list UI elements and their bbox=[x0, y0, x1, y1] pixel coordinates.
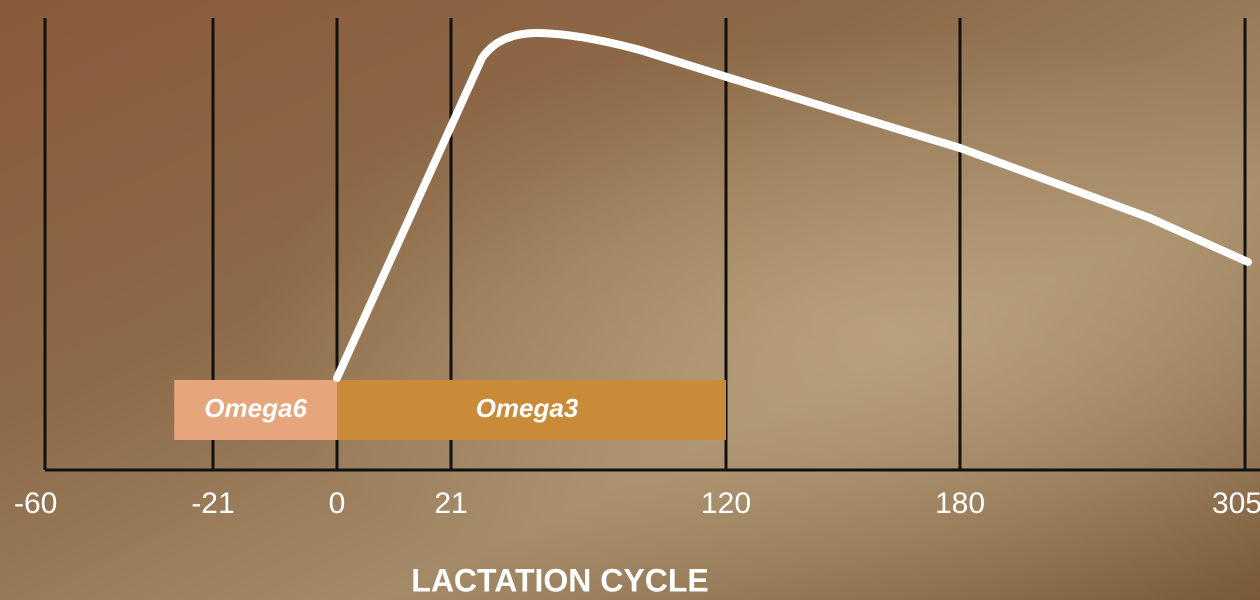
x-axis-title: LACTATION CYCLE bbox=[411, 562, 708, 598]
lactation-curve bbox=[333, 28, 1252, 382]
x-tick-label: 180 bbox=[935, 487, 985, 520]
x-tick-label: 305 bbox=[1212, 487, 1260, 520]
x-tick-label: 0 bbox=[329, 487, 346, 520]
band bbox=[174, 380, 337, 440]
x-tick-label: 120 bbox=[701, 487, 751, 520]
band-label: Omega6 bbox=[204, 393, 307, 423]
x-tick-label: -21 bbox=[191, 487, 234, 520]
x-tick-label: 21 bbox=[434, 487, 467, 520]
x-tick-label: -60 bbox=[14, 487, 57, 520]
band bbox=[337, 380, 726, 440]
band-label: Omega3 bbox=[476, 393, 579, 423]
